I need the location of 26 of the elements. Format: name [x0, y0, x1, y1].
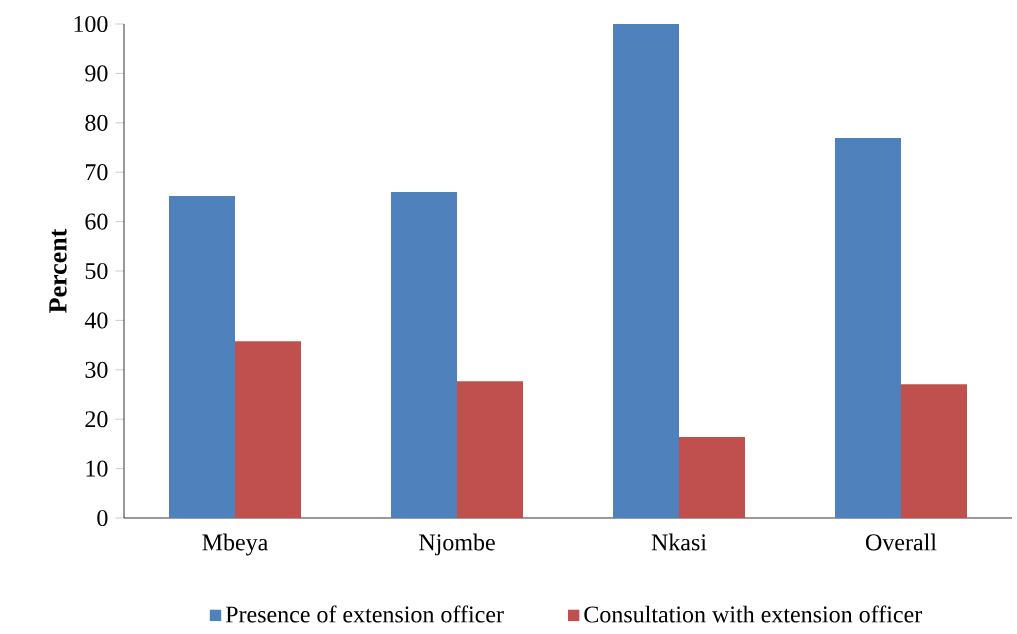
y-tick-label: 30	[85, 361, 108, 378]
y-tick-label: 0	[97, 509, 108, 527]
y-tick-label: 60	[85, 213, 108, 230]
y-tick-label: 20	[85, 411, 108, 428]
legend-label: Presence of extension officer	[225, 605, 504, 623]
y-tick-label: 80	[85, 114, 108, 131]
bar	[679, 436, 745, 518]
x-tick-label: Njombe	[419, 533, 495, 556]
y-tick-label: 40	[84, 312, 108, 329]
x-tick-label: Nkasi	[651, 533, 707, 551]
y-axis-title: Percent	[49, 228, 67, 313]
bar	[391, 191, 458, 518]
y-tick-label: 70	[85, 164, 108, 181]
bar	[457, 381, 523, 518]
x-tick-label: Overall	[865, 533, 937, 551]
y-tick-label: 10	[86, 460, 108, 477]
bar	[835, 138, 901, 518]
y-tick-label: 50	[85, 262, 108, 280]
y-tick-label: 90	[85, 65, 108, 82]
bar	[169, 195, 236, 518]
y-tick-label: 100	[74, 15, 108, 33]
bar	[235, 341, 301, 518]
bar	[613, 24, 679, 518]
bar	[900, 384, 967, 518]
legend-label: Consultation with extension officer	[584, 605, 923, 623]
x-tick-label: Mbeya	[202, 533, 268, 556]
